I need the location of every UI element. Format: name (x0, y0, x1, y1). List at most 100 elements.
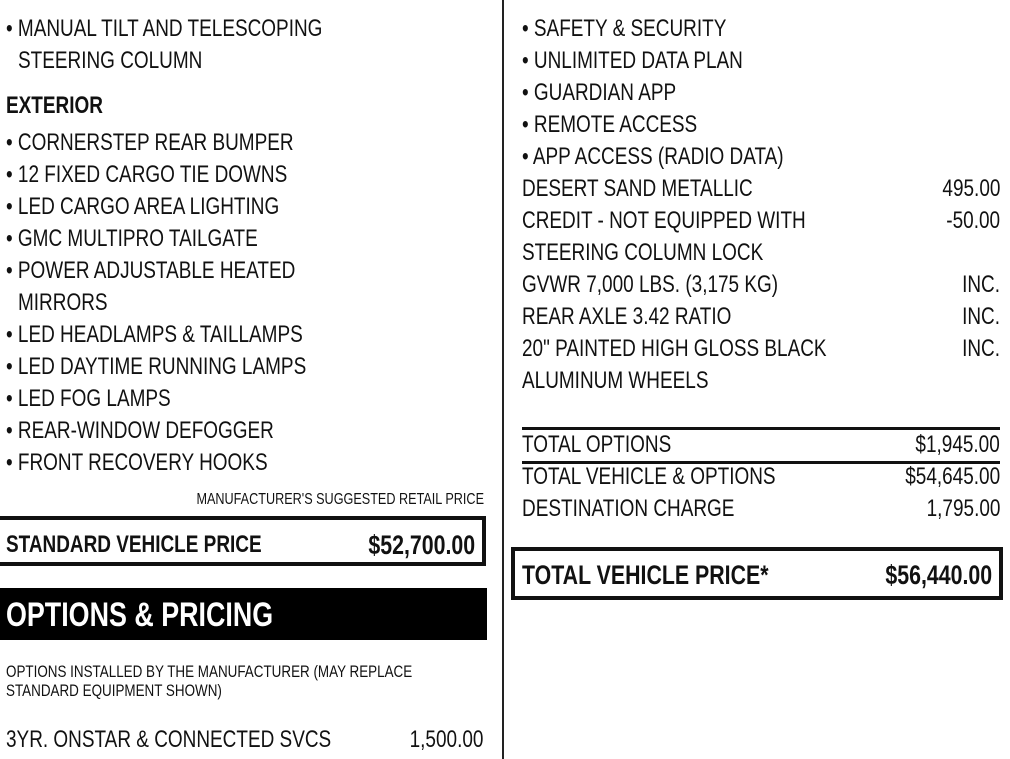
option-price: INC. (952, 303, 1000, 331)
option-label: STEERING COLUMN LOCK (522, 239, 827, 267)
total-value: $54,645.00 (880, 463, 1000, 491)
option-label-text: DESERT SAND METALLIC (522, 175, 753, 202)
total-value: $1,945.00 (893, 431, 1000, 459)
totals-rule-top (522, 427, 1000, 430)
feature-item: • REMOTE ACCESS (522, 111, 744, 139)
total-value-text: $54,645.00 (905, 463, 1000, 490)
total-label-text: DESTINATION CHARGE (522, 495, 735, 522)
feature-item-text: • GMC MULTIPRO TAILGATE (6, 225, 258, 252)
total-value: 1,795.00 (907, 495, 1000, 523)
feature-item: • MANUAL TILT AND TELESCOPING (6, 15, 407, 43)
total-price-value-text: $56,440.00 (885, 560, 992, 590)
option-label-text: REAR AXLE 3.42 RATIO (522, 303, 732, 330)
total-price-label-text: TOTAL VEHICLE PRICE* (522, 560, 769, 590)
msrp-label: MANUFACTURER'S SUGGESTED RETAIL PRICE (120, 486, 484, 514)
options-heading-text: OPTIONS & PRICING (6, 596, 274, 634)
feature-item: • REAR-WINDOW DEFOGGER (6, 417, 345, 445)
option-label: ALUMINUM WHEELS (522, 367, 758, 395)
option-label: 20" PAINTED HIGH GLOSS BLACK (522, 335, 908, 363)
options-note-text: STANDARD EQUIPMENT SHOWN) (6, 681, 222, 700)
options-heading-bar (0, 588, 487, 640)
option-price-text: 495.00 (942, 175, 1000, 202)
option-label: GVWR 7,000 LBS. (3,175 KG) (522, 271, 846, 299)
option-label-text: 3YR. ONSTAR & CONNECTED SVCS (6, 726, 332, 753)
feature-item-text: • SAFETY & SECURITY (522, 15, 727, 42)
feature-item-text: • APP ACCESS (RADIO DATA) (522, 143, 784, 170)
feature-item: • LED FOG LAMPS (6, 385, 214, 413)
feature-item: • SAFETY & SECURITY (522, 15, 781, 43)
option-label: 3YR. ONSTAR & CONNECTED SVCS (6, 726, 418, 754)
option-label-text: 20" PAINTED HIGH GLOSS BLACK (522, 335, 827, 362)
feature-item-text: • REAR-WINDOW DEFOGGER (6, 417, 274, 444)
total-label-text: TOTAL OPTIONS (522, 431, 672, 458)
options-note: OPTIONS INSTALLED BY THE MANUFACTURER (M… (6, 658, 520, 686)
option-label: CREDIT - NOT EQUIPPED WITH (522, 207, 881, 235)
option-price-text: INC. (962, 271, 1000, 298)
option-label-text: STEERING COLUMN LOCK (522, 239, 764, 266)
feature-item: • GUARDIAN APP (522, 79, 717, 107)
section-heading: EXTERIOR (6, 92, 129, 120)
option-label: REAR AXLE 3.42 RATIO (522, 303, 787, 331)
option-price-text: INC. (962, 335, 1000, 362)
feature-item-text: • LED HEADLAMPS & TAILLAMPS (6, 321, 303, 348)
feature-item: STEERING COLUMN (18, 47, 251, 75)
total-label-text: TOTAL VEHICLE & OPTIONS (522, 463, 776, 490)
section-heading-text: EXTERIOR (6, 92, 103, 119)
feature-item-text: • LED DAYTIME RUNNING LAMPS (6, 353, 307, 380)
divider (502, 0, 504, 759)
feature-item: • APP ACCESS (RADIO DATA) (522, 143, 853, 171)
total-price-value: $56,440.00 (857, 561, 992, 589)
totals-rule-mid (522, 461, 1000, 464)
feature-item-text: • CORNERSTEP REAR BUMPER (6, 129, 294, 156)
feature-item: • POWER ADJUSTABLE HEATED (6, 257, 372, 285)
feature-item-text: MIRRORS (18, 289, 108, 316)
option-label-text: CREDIT - NOT EQUIPPED WITH (522, 207, 806, 234)
feature-item-text: STEERING COLUMN (18, 47, 203, 74)
option-price: INC. (952, 271, 1000, 299)
total-price-label: TOTAL VEHICLE PRICE* (522, 561, 834, 589)
options-note-text: OPTIONS INSTALLED BY THE MANUFACTURER (M… (6, 662, 413, 681)
option-price-text: INC. (962, 303, 1000, 330)
option-label-text: GVWR 7,000 LBS. (3,175 KG) (522, 271, 779, 298)
total-label: TOTAL OPTIONS (522, 431, 711, 459)
option-price: INC. (952, 335, 1000, 363)
feature-item: • CORNERSTEP REAR BUMPER (6, 129, 370, 157)
total-value-text: 1,795.00 (926, 495, 1000, 522)
feature-item: • FRONT RECOVERY HOOKS (6, 449, 337, 477)
option-label-text: ALUMINUM WHEELS (522, 367, 709, 394)
feature-item-text: • POWER ADJUSTABLE HEATED (6, 257, 296, 284)
options-note: STANDARD EQUIPMENT SHOWN) (6, 677, 279, 705)
option-price: 1,500.00 (390, 726, 483, 754)
feature-item-text: • 12 FIXED CARGO TIE DOWNS (6, 161, 288, 188)
option-price-text: -50.00 (946, 207, 1000, 234)
standard-price-box (0, 516, 486, 566)
feature-item: • 12 FIXED CARGO TIE DOWNS (6, 161, 362, 189)
feature-item: • UNLIMITED DATA PLAN (522, 47, 802, 75)
feature-item-text: • LED CARGO AREA LIGHTING (6, 193, 280, 220)
feature-item-text: • FRONT RECOVERY HOOKS (6, 449, 268, 476)
feature-item-text: • REMOTE ACCESS (522, 111, 698, 138)
total-price-box (511, 547, 1003, 600)
option-price-text: 1,500.00 (409, 726, 483, 753)
feature-item: MIRRORS (18, 289, 131, 317)
standard-price-value-text: $52,700.00 (368, 530, 475, 560)
feature-item-text: • UNLIMITED DATA PLAN (522, 47, 743, 74)
feature-item-text: • MANUAL TILT AND TELESCOPING (6, 15, 323, 42)
feature-item-text: • GUARDIAN APP (522, 79, 677, 106)
total-label: TOTAL VEHICLE & OPTIONS (522, 463, 843, 491)
standard-price-label: STANDARD VEHICLE PRICE (6, 531, 330, 559)
option-price: -50.00 (932, 207, 1000, 235)
feature-item: • LED HEADLAMPS & TAILLAMPS (6, 321, 382, 349)
feature-item: • LED DAYTIME RUNNING LAMPS (6, 353, 386, 381)
feature-item-text: • LED FOG LAMPS (6, 385, 171, 412)
standard-price-label-text: STANDARD VEHICLE PRICE (6, 531, 262, 558)
standard-price-value: $52,700.00 (340, 531, 475, 559)
total-value-text: $1,945.00 (915, 431, 1000, 458)
msrp-label-text: MANUFACTURER'S SUGGESTED RETAIL PRICE (196, 491, 484, 508)
options-heading: OPTIONS & PRICING (6, 596, 344, 634)
option-label: DESERT SAND METALLIC (522, 175, 814, 203)
option-price: 495.00 (927, 175, 1000, 203)
feature-item: • LED CARGO AREA LIGHTING (6, 193, 352, 221)
feature-item: • GMC MULTIPRO TAILGATE (6, 225, 325, 253)
total-label: DESTINATION CHARGE (522, 495, 791, 523)
